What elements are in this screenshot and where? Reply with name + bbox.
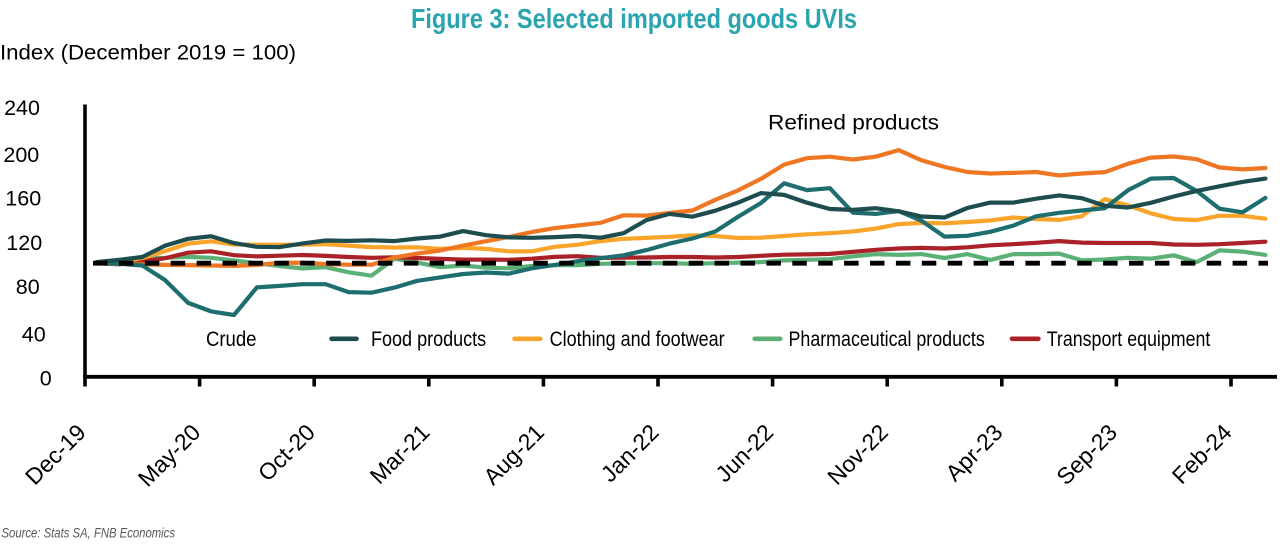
svg-text:0: 0: [40, 366, 52, 390]
svg-text:Clothing and footwear: Clothing and footwear: [550, 328, 725, 351]
svg-text:Figure 3: Selected imported go: Figure 3: Selected imported goods UVIs: [411, 3, 857, 34]
svg-text:200: 200: [3, 143, 39, 167]
svg-text:Crude: Crude: [206, 328, 257, 351]
svg-text:Pharmaceutical products: Pharmaceutical products: [789, 328, 985, 351]
svg-text:120: 120: [6, 231, 42, 255]
svg-text:Transport equipment: Transport equipment: [1047, 328, 1211, 351]
svg-text:Index (December 2019 = 100): Index (December 2019 = 100): [0, 42, 296, 65]
svg-text:Source: Stats SA, FNB Economic: Source: Stats SA, FNB Economics: [2, 525, 176, 541]
svg-text:Refined products: Refined products: [768, 112, 939, 135]
svg-text:40: 40: [22, 322, 46, 346]
svg-text:160: 160: [5, 186, 41, 210]
svg-text:80: 80: [16, 275, 40, 299]
svg-text:Food products: Food products: [371, 328, 486, 351]
svg-text:240: 240: [4, 96, 40, 120]
